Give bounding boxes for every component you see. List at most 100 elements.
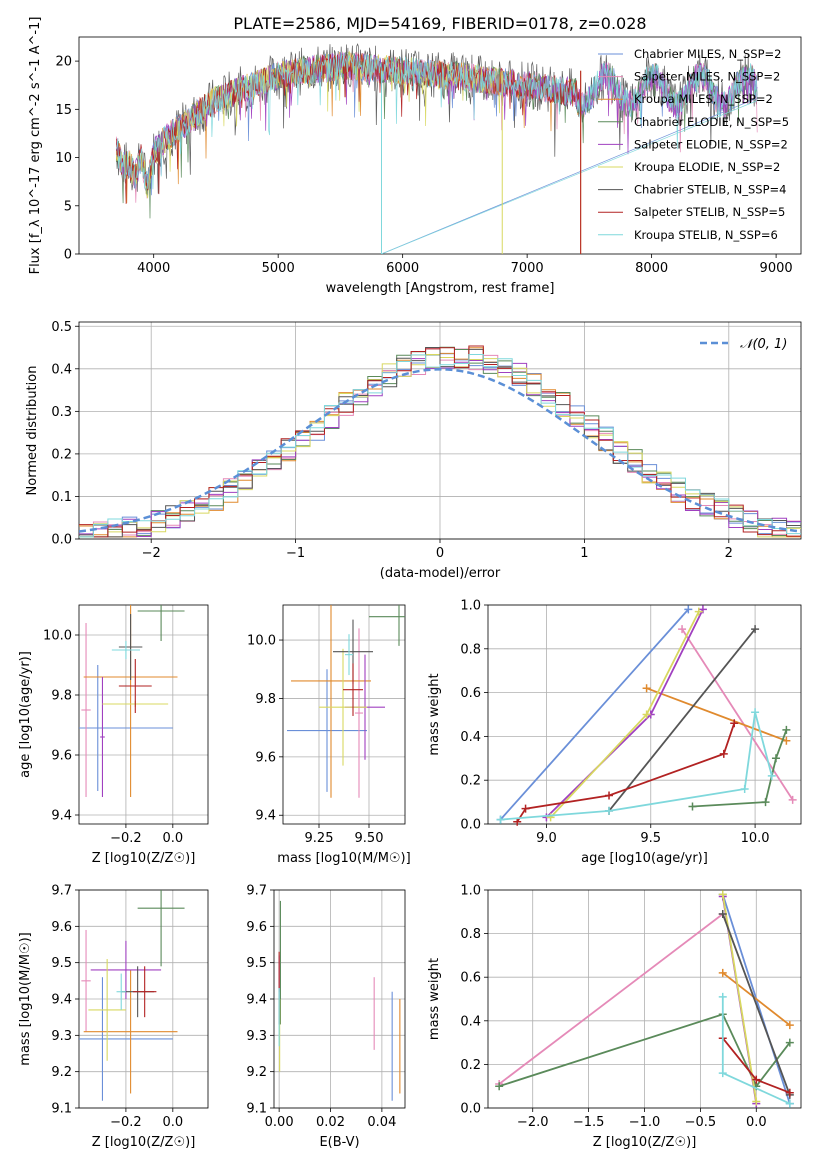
x-axis-label: (data-model)/error bbox=[380, 566, 501, 581]
x-tick-label: −2 bbox=[142, 546, 161, 561]
weight-marker bbox=[642, 684, 651, 693]
panel-age-weight: 9.0 9.5 10.0 0.0 0.2 0.4 0.6 0.8 1.0 age [log10(a… bbox=[427, 599, 802, 866]
panel-residuals: −2 −1 0 1 2 0.0 0.1 0.2 0.3 0.4 0.5 (data-model)/er… bbox=[25, 320, 802, 581]
spectrum-series-line bbox=[115, 51, 758, 254]
weight-marker bbox=[678, 625, 687, 634]
y-axis-label: mass [log10(M/M☉)] bbox=[18, 932, 33, 1065]
legend-label: Salpeter ELODIE, N_SSP=2 bbox=[634, 137, 788, 151]
weight-line bbox=[498, 913, 724, 1085]
legend-label: Salpeter STELIB, N_SSP=5 bbox=[634, 205, 785, 219]
y-axis-label: Flux [f_λ 10^-17 erg cm^-2 s^-1 A^-1] bbox=[28, 17, 43, 275]
y-tick-label: 15 bbox=[55, 103, 72, 118]
weight-marker bbox=[718, 968, 727, 977]
weight-marker bbox=[788, 795, 797, 804]
x-tick-label: 0.0 bbox=[162, 1115, 183, 1130]
weight-marker bbox=[782, 725, 791, 734]
x-tick-label: 4000 bbox=[137, 261, 170, 276]
residual-histogram bbox=[79, 345, 801, 538]
y-tick-label: 9.6 bbox=[246, 920, 267, 935]
y-tick-label: 9.6 bbox=[255, 750, 276, 765]
panel-Z-age: −0.2 0.0 9.4 9.6 9.8 10.0 Z [log10(Z/Z☉)] age [… bbox=[18, 604, 209, 866]
weight-line bbox=[608, 628, 756, 812]
x-axis-label: Z [log10(Z/Z☉)] bbox=[92, 851, 196, 866]
weight-marker bbox=[688, 802, 697, 811]
weight-line bbox=[721, 913, 791, 1096]
weight-marker bbox=[751, 708, 760, 717]
weight-marker bbox=[752, 1075, 761, 1084]
x-tick-label: −0.2 bbox=[110, 831, 142, 846]
y-tick-label: 0.5 bbox=[51, 320, 72, 335]
weight-marker bbox=[785, 1099, 794, 1108]
weight-marker bbox=[730, 719, 739, 728]
legend-label: Chabrier STELIB, N_SSP=4 bbox=[634, 183, 786, 197]
legend-label: Kroupa MILES, N_SSP=2 bbox=[634, 92, 773, 106]
x-axis-label: wavelength [Angstrom, rest frame] bbox=[326, 281, 555, 296]
axes-frame bbox=[273, 889, 406, 1109]
spectrum-series-line bbox=[115, 52, 758, 191]
y-tick-label: 9.4 bbox=[246, 993, 267, 1008]
x-tick-label: 0.00 bbox=[265, 1115, 294, 1130]
legend-label: Kroupa ELODIE, N_SSP=2 bbox=[634, 160, 780, 174]
axes-frame bbox=[487, 889, 802, 1109]
errorbars bbox=[287, 605, 405, 798]
y-tick-label: 9.8 bbox=[51, 689, 72, 704]
weight-marker bbox=[785, 1088, 794, 1097]
x-tick-label: 0.04 bbox=[367, 1115, 396, 1130]
weight-marker bbox=[771, 754, 780, 763]
x-tick-label: 7000 bbox=[511, 261, 544, 276]
axes-frame bbox=[282, 604, 406, 825]
panel-spectrum: 4000 5000 6000 7000 8000 9000 0 5 10 15 20 waveleng… bbox=[28, 17, 802, 296]
y-tick-label: 9.3 bbox=[51, 1029, 72, 1044]
weight-marker bbox=[751, 625, 760, 634]
x-tick-label: 9.50 bbox=[355, 831, 384, 846]
y-tick-label: 0.8 bbox=[460, 927, 481, 942]
y-tick-label: 9.7 bbox=[51, 884, 72, 899]
weight-marker bbox=[767, 771, 776, 780]
weight-line bbox=[692, 729, 788, 808]
errorbars bbox=[79, 605, 185, 797]
weight-marker bbox=[496, 815, 505, 824]
x-tick-label: −2.0 bbox=[517, 1115, 549, 1130]
y-tick-label: 1.0 bbox=[460, 599, 481, 614]
weight-line bbox=[646, 687, 787, 742]
x-tick-label: 9.5 bbox=[640, 831, 661, 846]
spectrum-lines bbox=[115, 43, 758, 254]
weight-line bbox=[549, 611, 700, 819]
x-tick-label: −1.5 bbox=[573, 1115, 605, 1130]
weight-line bbox=[499, 608, 689, 821]
panel-EBV-mass: 0.00 0.02 0.04 9.1 9.2 9.3 9.4 9.5 9.6 9.7 E(B-V) bbox=[246, 884, 406, 1150]
gaussian-curve bbox=[79, 368, 801, 533]
weight-marker bbox=[718, 909, 727, 918]
weight-lines bbox=[496, 605, 797, 826]
y-tick-label: 0.1 bbox=[51, 490, 72, 505]
y-tick-label: 9.4 bbox=[51, 809, 72, 824]
axes-frame bbox=[78, 321, 802, 540]
axes-frame bbox=[78, 604, 209, 825]
weight-marker bbox=[718, 890, 727, 899]
x-tick-label: 0 bbox=[436, 546, 444, 561]
y-tick-label: 9.3 bbox=[246, 1029, 267, 1044]
y-tick-label: 9.8 bbox=[255, 692, 276, 707]
legend-label: Kroupa STELIB, N_SSP=6 bbox=[634, 228, 778, 242]
y-tick-label: 0.4 bbox=[51, 362, 72, 377]
y-tick-label: 10.0 bbox=[247, 634, 276, 649]
y-tick-label: 9.4 bbox=[255, 809, 276, 824]
residual-histogram bbox=[79, 354, 801, 538]
x-tick-label: 9000 bbox=[760, 261, 793, 276]
legend-label: 𝒩(0, 1) bbox=[740, 337, 787, 352]
y-tick-label: 0 bbox=[64, 248, 72, 263]
y-tick-label: 9.7 bbox=[246, 884, 267, 899]
x-tick-label: −1.0 bbox=[629, 1115, 661, 1130]
axes-frame bbox=[487, 604, 802, 825]
y-tick-label: 0.2 bbox=[460, 774, 481, 789]
y-tick-label: 9.5 bbox=[51, 956, 72, 971]
panel-Z-weight: −2.0 −1.5 −1.0 −0.5 0.0 0.0 0.2 0.4 0.6 0.8 1.0 Z [… bbox=[427, 884, 802, 1150]
y-axis-label: age [log10(age/yr)] bbox=[18, 651, 33, 778]
y-tick-label: 5 bbox=[64, 199, 72, 214]
axes-frame bbox=[78, 889, 209, 1109]
y-axis-label: mass weight bbox=[427, 673, 442, 755]
x-tick-label: −0.2 bbox=[110, 1115, 142, 1130]
panel-mass-age: 9.25 9.50 9.4 9.6 9.8 10.0 mass [log10(M/M☉)] bbox=[247, 604, 411, 866]
y-tick-label: 20 bbox=[55, 55, 72, 70]
y-tick-label: 9.1 bbox=[246, 1102, 267, 1117]
